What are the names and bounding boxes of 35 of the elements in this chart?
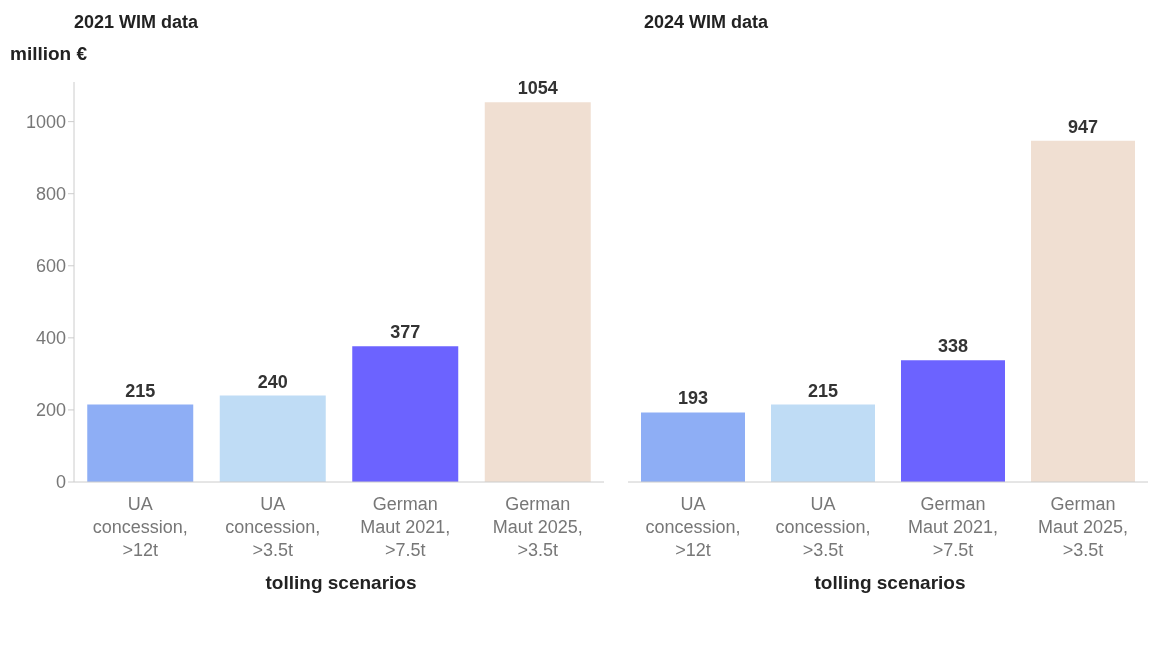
bar [484, 102, 591, 482]
bar [219, 395, 326, 482]
x-tick-label: German Maut 2021, >7.5t [360, 494, 451, 560]
x-tick-label: UA concession, >3.5t [225, 494, 321, 560]
data-label: 338 [937, 336, 969, 357]
bar [87, 404, 194, 482]
y-tick-label: 200 [35, 400, 66, 421]
y-tick-label: 0 [55, 472, 66, 493]
x-tick-label: German Maut 2021, >7.5t [907, 494, 999, 560]
bar [352, 346, 459, 482]
chart-title: 2021 WIM data [73, 11, 200, 34]
y-tick-label: 1000 [25, 112, 66, 133]
x-tick-label: UA concession, >12t [645, 494, 741, 560]
data-label: 947 [1067, 116, 1099, 137]
x-tick-label: UA concession, >12t [92, 494, 188, 560]
data-label: 1054 [517, 78, 558, 99]
y-axis-title: million € [9, 42, 89, 66]
data-label: 215 [125, 380, 156, 401]
y-tick-label: 600 [35, 256, 66, 277]
bar [901, 360, 1005, 482]
chart-title: 2024 WIM data [643, 11, 770, 34]
x-axis-title: tolling scenarios [264, 572, 418, 594]
x-tick-label: German Maut 2025, >3.5t [1037, 494, 1129, 560]
data-label: 193 [677, 388, 709, 409]
bar [771, 404, 875, 482]
x-tick-label: German Maut 2025, >3.5t [492, 494, 583, 560]
data-label: 240 [257, 371, 288, 392]
bar [641, 412, 745, 482]
y-tick-label: 400 [35, 328, 66, 349]
x-axis-title: tolling scenarios [813, 572, 967, 594]
data-label: 215 [807, 380, 839, 401]
x-tick-label: UA concession, >3.5t [775, 494, 871, 560]
bar [1031, 140, 1135, 482]
data-label: 377 [390, 322, 421, 343]
y-tick-label: 800 [35, 184, 66, 205]
